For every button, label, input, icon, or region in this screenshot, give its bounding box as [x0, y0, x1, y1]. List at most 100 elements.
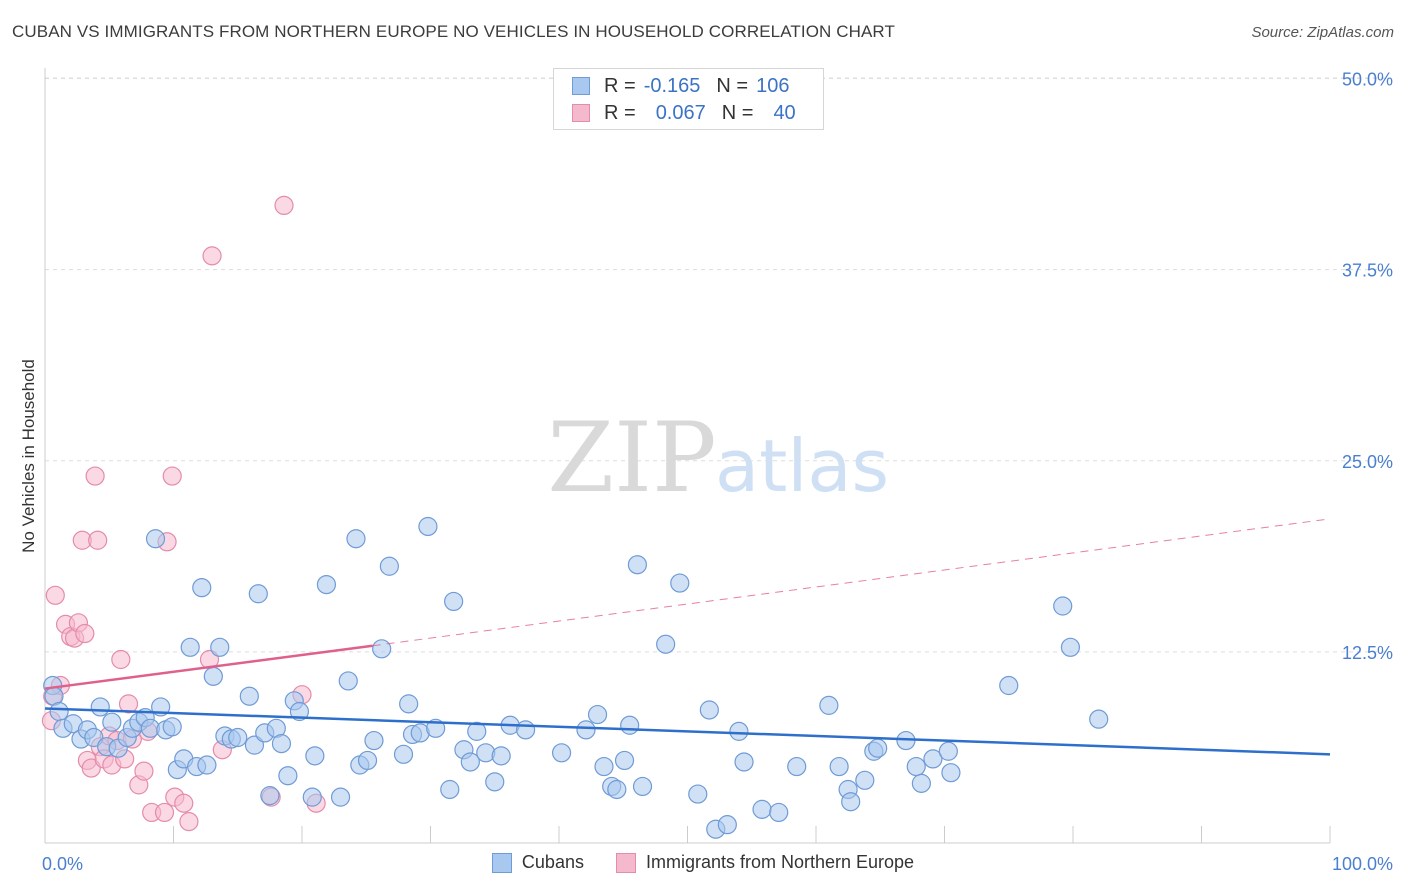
cubans-point — [941, 763, 961, 783]
cubans-point — [911, 773, 931, 793]
y-tick-label: 25.0% — [1342, 452, 1393, 472]
cubans-point — [752, 799, 772, 819]
cubans-point — [460, 752, 480, 772]
cubans-point — [49, 701, 69, 722]
immigrants-point — [174, 793, 194, 813]
cubans-point — [228, 727, 248, 748]
trend-lines — [44, 518, 1331, 756]
cubans-point — [734, 752, 754, 772]
cubans-point — [426, 718, 446, 738]
cubans-point — [717, 815, 737, 835]
cubans-point — [399, 694, 419, 714]
series-cubans-points — [43, 516, 1109, 839]
cubans-point — [576, 720, 596, 740]
y-tick-labels: 12.5% 25.0% 37.5% 50.0% — [1342, 70, 1393, 663]
cubans-point — [594, 756, 614, 777]
n-value-cubans: 106 — [756, 74, 790, 97]
immigrants-point — [154, 802, 175, 823]
watermark-zip: ZIP — [547, 402, 716, 514]
cubans-point — [90, 697, 110, 717]
cubans-point — [938, 741, 958, 761]
r-label: R = — [604, 74, 636, 97]
cubans-point — [418, 516, 438, 537]
immigrants-point — [202, 246, 222, 266]
gridlines — [45, 77, 1390, 653]
cubans-point — [491, 746, 511, 766]
cubans-point — [102, 712, 122, 732]
cubans-point — [620, 715, 640, 735]
r-value-cubans: -0.165 — [643, 74, 701, 97]
cubans-point — [210, 637, 230, 657]
cubans-point — [444, 591, 464, 612]
cubans-point — [1053, 596, 1073, 616]
immigrants-point — [85, 466, 105, 486]
r-label: R = — [604, 101, 636, 124]
cubans-point — [632, 776, 653, 797]
cubans-point — [515, 720, 536, 740]
immigrants-trend-extension — [372, 518, 1331, 647]
legend-row-immigrants: R = 0.067 N = 40 — [572, 100, 796, 126]
cubans-point — [192, 578, 212, 598]
legend-item-cubans[interactable]: Cubans — [491, 852, 584, 873]
watermark-atlas: atlas — [715, 424, 889, 508]
cubans-point — [316, 574, 337, 595]
cubans-point — [841, 792, 861, 812]
r-value-immigrants: 0.067 — [655, 101, 706, 124]
cubans-point — [440, 779, 460, 800]
y-tick-label: 37.5% — [1342, 261, 1393, 281]
n-value-immigrants: 40 — [773, 101, 796, 124]
cubans-point — [203, 666, 223, 686]
cubans-point — [180, 637, 200, 657]
cubans-point — [699, 700, 719, 720]
immigrants-point — [274, 195, 294, 216]
legend-label-cubans: Cubans — [521, 852, 584, 872]
cubans-point — [614, 750, 635, 771]
cubans-point — [607, 779, 627, 800]
immigrants-point — [111, 649, 131, 670]
cubans-point — [372, 639, 392, 659]
cubans-point — [248, 584, 268, 604]
cubans-point — [393, 744, 414, 764]
cubans-point — [364, 730, 384, 751]
immigrants-point — [75, 623, 95, 644]
cubans-point — [379, 556, 399, 576]
x-tick-labels: 0.0% 100.0% — [42, 854, 1393, 874]
cubans-point — [145, 529, 166, 549]
cubans-point — [1060, 637, 1081, 657]
cubans-point — [197, 755, 217, 775]
cubans-point — [244, 735, 265, 755]
cubans-point — [346, 529, 366, 549]
immigrants-swatch — [572, 104, 590, 122]
cubans-point — [338, 671, 358, 691]
cubans-point — [271, 734, 292, 754]
immigrants-point — [162, 466, 182, 486]
x-tick-label: 100.0% — [1332, 854, 1393, 874]
cubans-trend-line — [44, 707, 1331, 756]
n-label: N = — [721, 101, 754, 124]
cubans-point — [467, 721, 487, 741]
cubans-point — [729, 721, 749, 741]
cubans-point — [923, 749, 943, 769]
legend-item-immigrants[interactable]: Immigrants from Northern Europe — [615, 852, 915, 873]
cubans-point — [357, 750, 378, 771]
cubans-point — [868, 738, 888, 758]
cubans-point — [769, 802, 789, 823]
y-tick-label: 12.5% — [1342, 643, 1393, 663]
cubans-point — [999, 675, 1019, 696]
immigrants-point — [134, 761, 154, 781]
cubans-swatch — [491, 852, 512, 873]
cubans-swatch — [572, 77, 590, 95]
cubans-point — [688, 784, 708, 804]
immigrants-point — [88, 530, 108, 550]
cubans-point — [656, 634, 676, 654]
cubans-point — [587, 704, 608, 725]
cubans-point — [289, 701, 310, 722]
source-label: Source: ZipAtlas.com — [1251, 24, 1394, 41]
cubans-point — [485, 772, 505, 792]
cubans-point — [855, 770, 875, 790]
legend-row-cubans: R = -0.165 N = 106 — [572, 73, 789, 99]
cubans-point — [906, 756, 926, 777]
legend-label-immigrants: Immigrants from Northern Europe — [645, 852, 915, 872]
cubans-point — [330, 787, 351, 807]
